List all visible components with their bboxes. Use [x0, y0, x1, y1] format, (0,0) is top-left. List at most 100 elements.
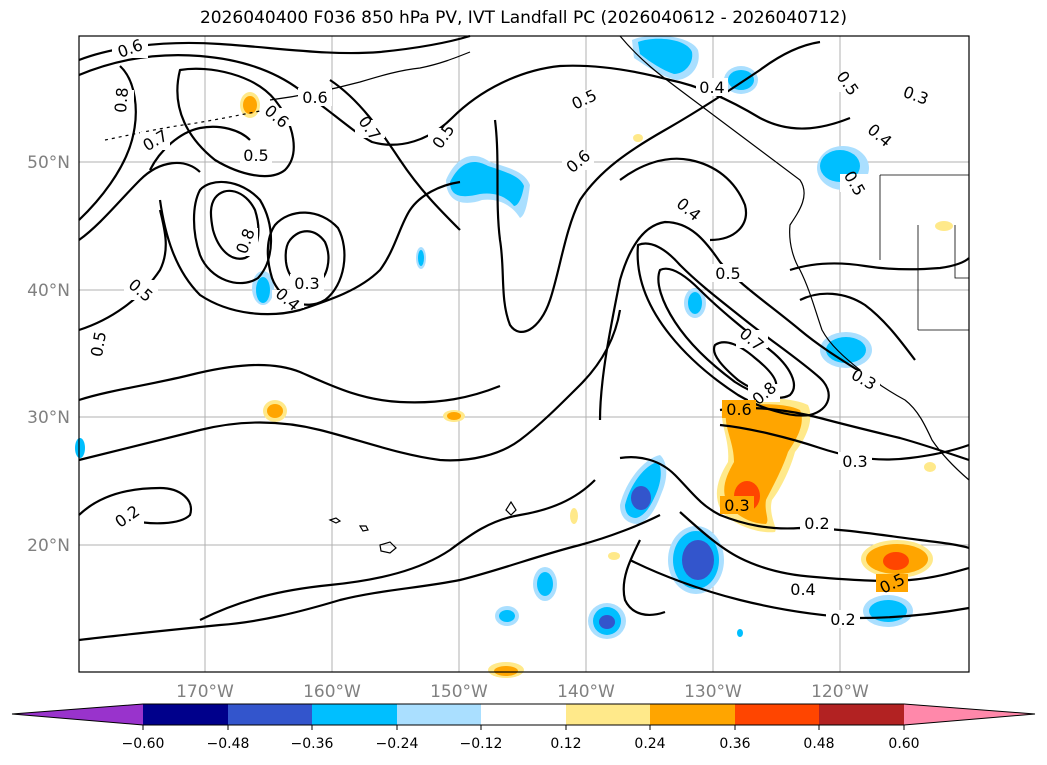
contour-label-bg: [900, 86, 932, 104]
contour-line: [192, 180, 273, 285]
contour-label-bg: [672, 200, 706, 218]
map-title: 2026040400 F036 850 hPa PV, IVT Landfall…: [199, 8, 847, 28]
contour-label-bg: [355, 120, 385, 138]
contour-label-bg: [240, 146, 272, 164]
colorbar-label: −0.36: [291, 736, 334, 752]
cool-blob: [499, 610, 515, 622]
contour-line: [149, 125, 251, 171]
contour-label-bg: [722, 400, 756, 418]
colorbar: −0.60 −0.48 −0.36 −0.24 −0.12 0.12 0.24 …: [11, 703, 1036, 752]
colorbar-label: 0.36: [719, 736, 750, 752]
contour-label-bg: [832, 74, 864, 92]
warm-blob: [935, 221, 953, 231]
colorbar-segment: [819, 704, 904, 725]
contour-label-bg: [272, 290, 304, 308]
colorbar-label: −0.60: [122, 736, 165, 752]
contour-label-bg: [298, 88, 332, 106]
state-borders: [879, 174, 969, 331]
contour-label-bg: [848, 370, 880, 388]
contour-label-bg: [108, 90, 134, 110]
contour-label-bg: [712, 264, 744, 282]
cool-blob: [826, 337, 866, 363]
small-contour: [505, 500, 517, 516]
lon-label: 160°W: [303, 682, 361, 702]
contour-line: [176, 67, 295, 178]
contour-label-bg: [86, 330, 110, 362]
contour-label-bg: [562, 152, 594, 170]
contour-label: 0.5: [715, 264, 740, 283]
cool-blob: [737, 629, 743, 637]
contour-line: [78, 161, 201, 241]
warm-blob: [570, 508, 578, 524]
colorbar-label: −0.24: [376, 736, 419, 752]
cold-blob: [682, 540, 714, 580]
lon-label: 130°W: [684, 682, 742, 702]
cool-blob: [450, 161, 524, 206]
hawaii-islands: [328, 517, 397, 554]
lat-label: 40°N: [27, 281, 70, 301]
contour-line: [719, 406, 970, 462]
cool-blob: [688, 292, 702, 314]
shaded-anomalies: [75, 35, 953, 678]
lon-label: 170°W: [176, 682, 234, 702]
contour-label-bg: [290, 274, 324, 292]
contour-label-bg: [876, 574, 908, 592]
contour-label: 0.3: [724, 496, 749, 515]
contour-line: [78, 363, 501, 404]
contour-line: [199, 479, 596, 621]
contour-label: 0.8: [111, 87, 132, 114]
warm-blob: [243, 96, 257, 114]
contour-line: [78, 65, 137, 221]
colorbar-label: 0.48: [803, 736, 834, 752]
contour-label: 0.3: [294, 274, 319, 293]
lon-label: 120°W: [811, 682, 869, 702]
contour-label-bg: [124, 280, 158, 300]
contour-label-bg: [112, 38, 148, 58]
cold-blob: [599, 615, 615, 629]
contour-label: 0.5: [243, 146, 268, 165]
contour-line: [78, 209, 167, 332]
contour-label-bg: [720, 496, 754, 514]
colorbar-segment: [312, 704, 397, 725]
contour-label-bg: [110, 506, 144, 526]
longitude-labels: 170°W 160°W 150°W 140°W 130°W 120°W: [176, 682, 869, 702]
colorbar-label: 0.24: [634, 736, 665, 752]
contour-label-bg: [568, 90, 600, 108]
contour-line: [78, 514, 661, 642]
cold-blob: [631, 486, 651, 510]
contour-line: [78, 54, 851, 146]
colorbar-segment: [481, 704, 566, 725]
contour-line: [209, 189, 260, 260]
contour-label: 0.5: [87, 330, 110, 358]
cool-blob: [418, 250, 424, 266]
contour-label-bg: [696, 78, 728, 96]
contour-line: [679, 511, 970, 582]
contour-label-bg: [262, 108, 292, 126]
contour-label: 0.4: [790, 580, 815, 599]
contour-label: 0.6: [302, 88, 327, 107]
lat-label: 50°N: [27, 153, 70, 173]
contour-line: [629, 559, 970, 620]
contour-label-bg: [864, 126, 896, 144]
contour-label-bg: [736, 330, 768, 348]
contour-line: [598, 220, 881, 421]
cool-blob: [728, 70, 754, 90]
contour-label-bg: [800, 514, 834, 532]
colorbar-segment: [735, 704, 819, 725]
contour-line: [493, 40, 821, 333]
contour-label-bg: [840, 174, 870, 192]
colorbar-label: −0.48: [207, 736, 250, 752]
warm-blob: [494, 666, 518, 676]
contour-line: [619, 456, 970, 550]
colorbar-segment: [228, 704, 312, 725]
contour-line: [789, 257, 970, 272]
colorbar-extend-high: [904, 704, 1035, 725]
map-frame: [78, 35, 970, 673]
warm-blob: [633, 134, 643, 142]
contour-label: 0.6: [726, 400, 751, 419]
colorbar-segment: [143, 704, 228, 725]
contour-label: 0.3: [842, 452, 867, 471]
lat-label: 20°N: [27, 536, 70, 556]
warm-blob: [447, 412, 461, 420]
